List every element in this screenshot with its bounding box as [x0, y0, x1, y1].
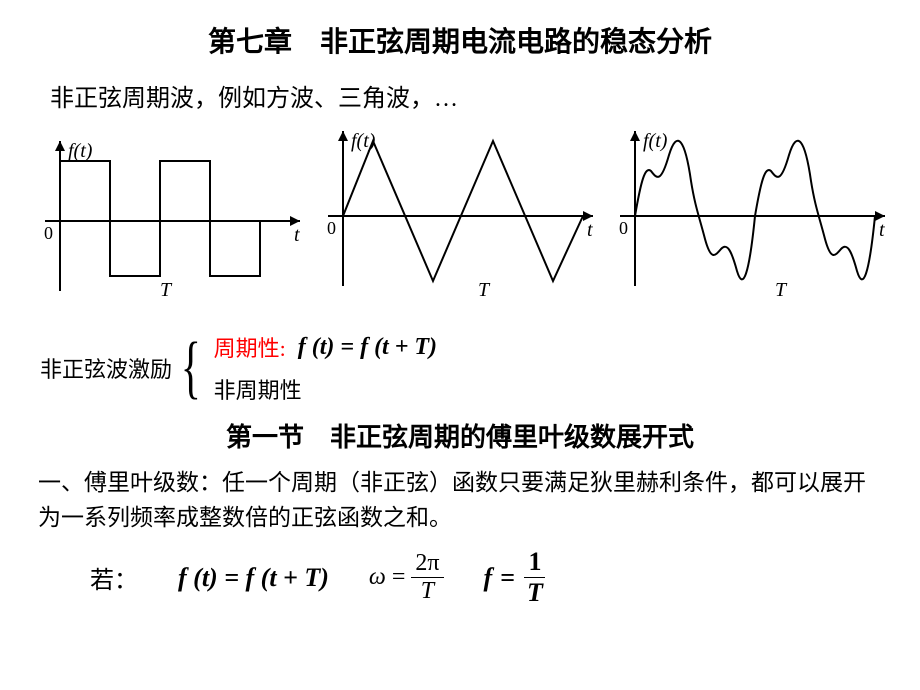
- wave-intro-text: 非正弦周期波，例如方波、三角波，…: [50, 78, 890, 113]
- omega-eq: ω = 2π T: [369, 550, 444, 605]
- f-symbol: f: [484, 563, 493, 593]
- fourier-description: 一、傅里叶级数：任一个周期（非正弦）函数只要满足狄里赫利条件，都可以展开为一系列…: [38, 466, 882, 535]
- square-wave-chart: f(t) t T 0: [30, 121, 305, 311]
- triangle-wave-chart: f(t) t T 0: [323, 121, 598, 311]
- svg-text:f(t): f(t): [643, 130, 668, 152]
- svg-text:0: 0: [327, 218, 336, 238]
- nonperiodic-label: 非周期性: [214, 373, 437, 405]
- periodicity-eq: f (t) = f (t + T): [178, 563, 329, 593]
- svg-text:0: 0: [619, 218, 628, 238]
- omega-denominator: T: [417, 578, 438, 605]
- svg-text:T: T: [160, 279, 173, 301]
- excitation-classification: 非正弦波激励 { 周期性: f (t) = f (t + T) 非周期性: [40, 331, 890, 405]
- bottom-formula-row: 若： f (t) = f (t + T) ω = 2π T f = 1 T: [90, 547, 890, 608]
- f-denominator: T: [523, 578, 547, 608]
- svg-text:T: T: [775, 279, 788, 301]
- chapter-title: 第七章 非正弦周期电流电路的稳态分析: [30, 20, 890, 60]
- svg-text:T: T: [478, 279, 491, 301]
- waveform-charts-row: f(t) t T 0 f(t) t T 0 f(t) t T 0: [30, 121, 890, 311]
- f-numerator: 1: [524, 547, 545, 578]
- periodic-label: 周期性:: [214, 331, 286, 363]
- svg-text:0: 0: [44, 223, 53, 243]
- omega-symbol: ω: [369, 564, 386, 591]
- section-title: 第一节 非正弦周期的傅里叶级数展开式: [30, 417, 890, 454]
- brace-icon: {: [181, 343, 201, 393]
- svg-text:f(t): f(t): [68, 140, 93, 162]
- excitation-label: 非正弦波激励: [40, 352, 172, 384]
- freq-eq: f = 1 T: [484, 547, 547, 608]
- svg-text:t: t: [879, 219, 885, 241]
- svg-text:f(t): f(t): [351, 130, 376, 152]
- omega-numerator: 2π: [411, 550, 443, 578]
- periodic-equation: f (t) = f (t + T): [298, 334, 437, 361]
- svg-text:t: t: [587, 219, 593, 241]
- if-label: 若：: [90, 560, 138, 595]
- arbitrary-wave-chart: f(t) t T 0: [615, 121, 890, 311]
- svg-text:t: t: [294, 224, 300, 246]
